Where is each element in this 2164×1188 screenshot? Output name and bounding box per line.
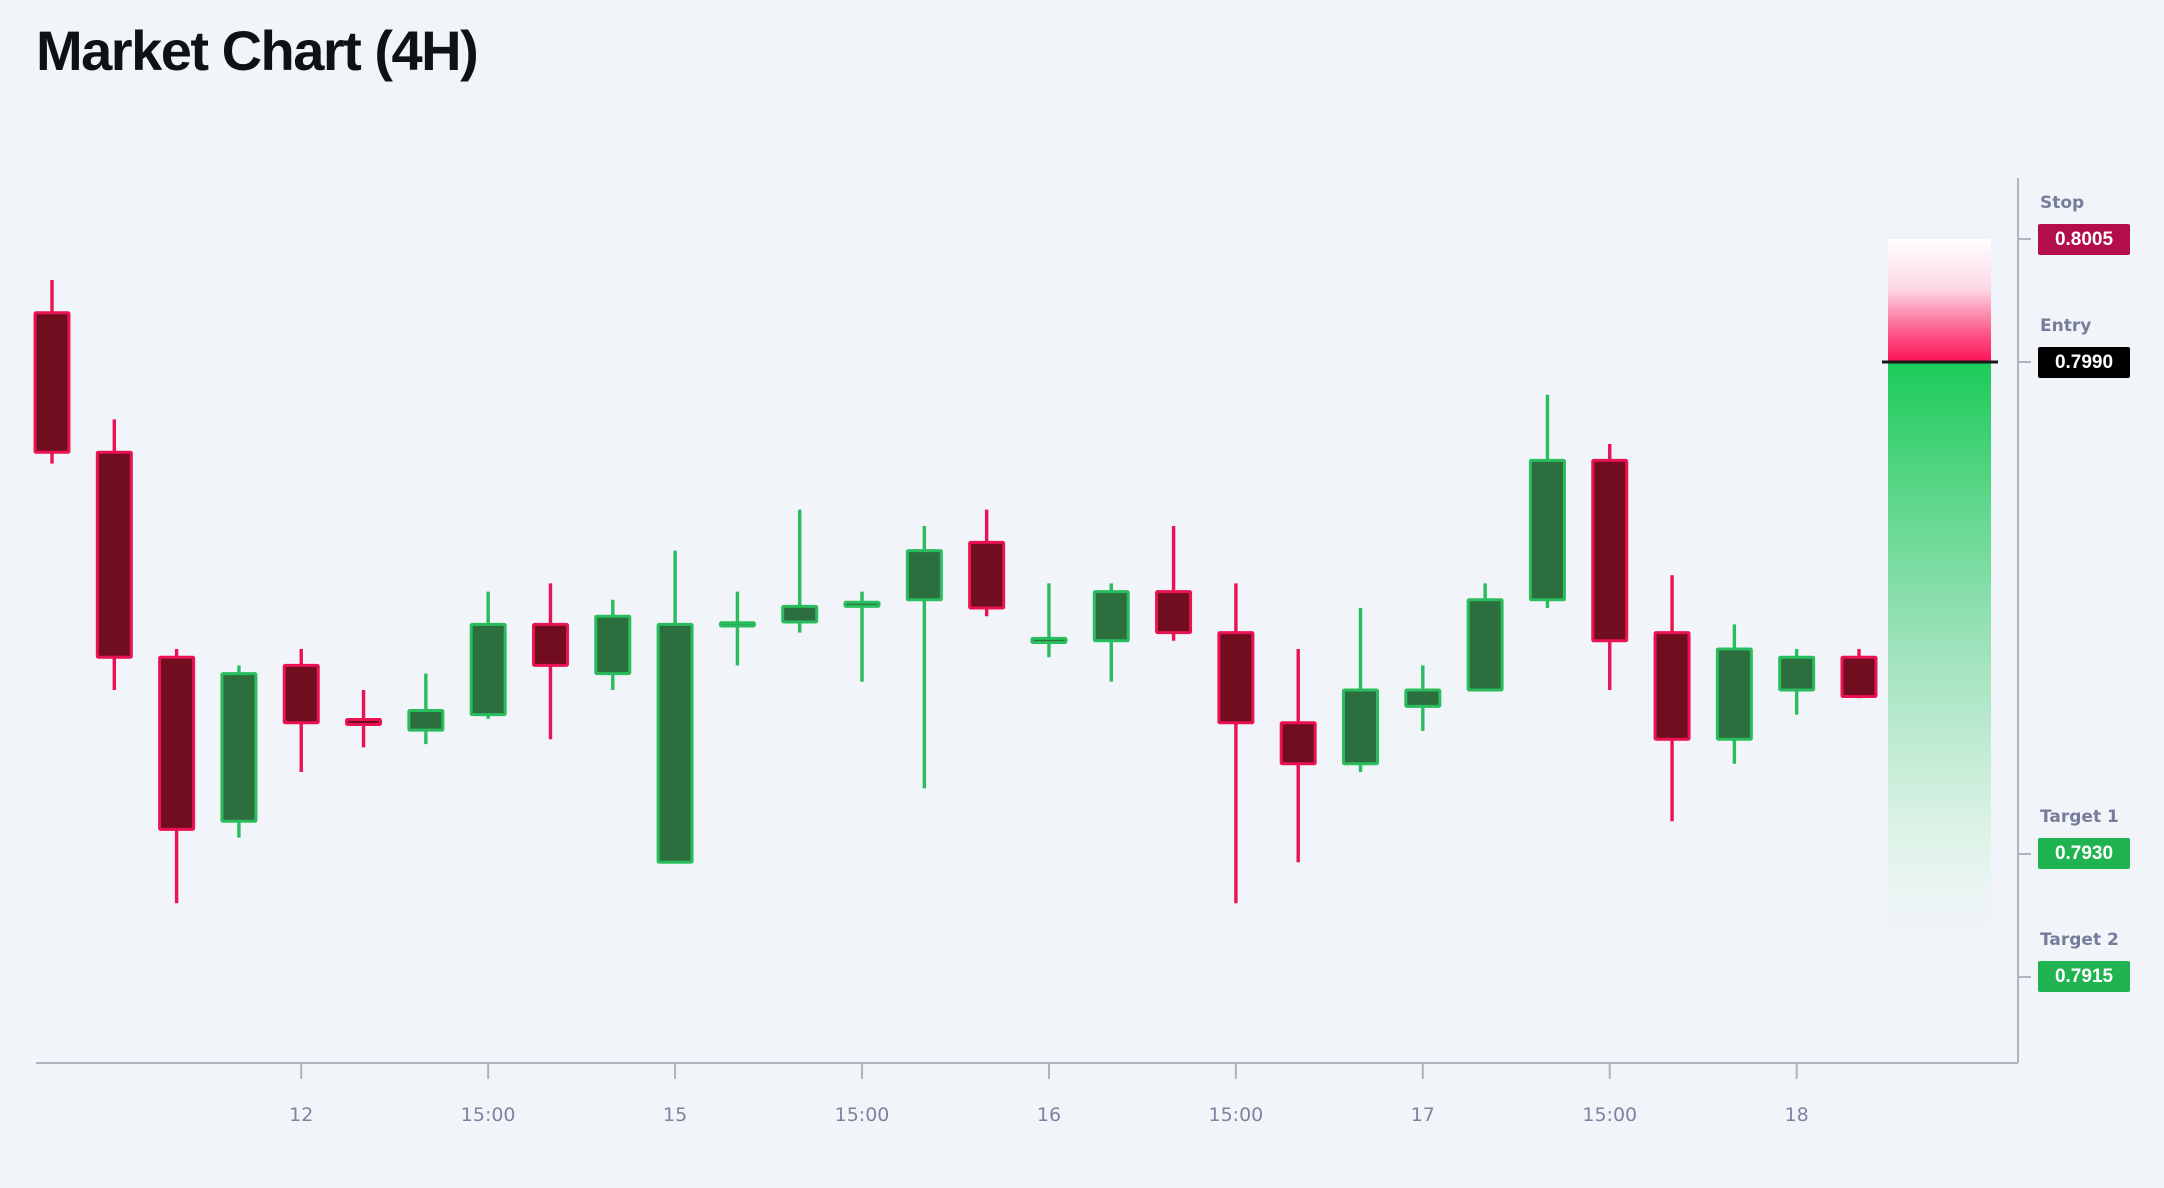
candle (1155, 526, 1193, 641)
candle (1840, 649, 1878, 699)
candle (282, 649, 320, 772)
candle (1778, 649, 1816, 715)
stop-label: Stop (2040, 193, 2085, 213)
entry-price-badge: 0.7990 (2038, 347, 2130, 378)
candle-body (718, 621, 756, 628)
candle-body (1778, 655, 1816, 692)
candle-body (1404, 688, 1442, 708)
candle-body (158, 655, 196, 831)
candle (1342, 608, 1380, 772)
candle-body (1715, 647, 1753, 741)
x-tick-label: 15:00 (1582, 1104, 1638, 1126)
candle-body (905, 549, 943, 602)
candle-body (282, 663, 320, 725)
candle-body (345, 718, 383, 726)
target-2-price-badge: 0.7915 (2038, 961, 2130, 992)
entry-line (1882, 360, 1998, 364)
candle-body (1591, 458, 1629, 643)
candle (33, 280, 71, 464)
candle (1217, 583, 1255, 904)
target-2-label: Target 2 (2040, 930, 2119, 950)
candle-body (1217, 631, 1255, 725)
candle (656, 550, 694, 864)
candle-body (407, 709, 445, 732)
candle-body (220, 672, 258, 823)
candle-body (1466, 598, 1504, 692)
candle (594, 599, 632, 690)
candle (1030, 583, 1068, 658)
x-tick-label: 17 (1410, 1104, 1435, 1126)
candle (407, 673, 445, 745)
candle (968, 509, 1006, 617)
candle (95, 419, 133, 690)
x-tick-label: 15:00 (834, 1104, 890, 1126)
candle-body (594, 614, 632, 676)
candle (1715, 624, 1753, 764)
candle-body (1092, 590, 1130, 643)
candles-group (33, 280, 1878, 904)
candle-body (1279, 721, 1317, 766)
candle (718, 591, 756, 666)
candle (345, 690, 383, 748)
candle (1092, 583, 1130, 682)
reward-zone (1888, 362, 1991, 971)
candle-body (1030, 636, 1068, 644)
candle (469, 591, 507, 719)
x-tick-label: 15:00 (1208, 1104, 1264, 1126)
candle (1591, 444, 1629, 690)
x-tick-label: 16 (1036, 1104, 1062, 1126)
target-1-price-badge: 0.7930 (2038, 838, 2130, 869)
candle (1279, 649, 1317, 863)
x-tick-label: 15 (663, 1104, 688, 1126)
candle (1466, 583, 1504, 692)
target-1-label: Target 1 (2040, 807, 2119, 827)
candle-body (531, 622, 569, 667)
candle-body (1342, 688, 1380, 766)
candle-body (781, 604, 819, 624)
candle-body (968, 540, 1006, 610)
candle (220, 665, 258, 838)
candle-body (1528, 458, 1566, 602)
candle (905, 526, 943, 789)
axes-group (36, 178, 2031, 1079)
x-tick-label: 15:00 (460, 1104, 516, 1126)
candle (781, 509, 819, 633)
candle-body (656, 622, 694, 864)
page-title: Market Chart (4H) (36, 19, 479, 82)
x-tick-label: 12 (289, 1104, 314, 1126)
candle (843, 591, 881, 682)
entry-label: Entry (2040, 316, 2092, 336)
candle (158, 649, 196, 904)
risk-zone (1888, 239, 1991, 362)
candle-body (1840, 655, 1878, 699)
candle (1528, 394, 1566, 608)
candle (1404, 665, 1442, 731)
candle (1653, 575, 1691, 822)
candle-body (1653, 631, 1691, 741)
candle-body (33, 311, 71, 454)
candle (531, 583, 569, 740)
x-tick-label: 18 (1784, 1104, 1809, 1126)
candle-body (95, 450, 133, 659)
candle-body (469, 622, 507, 717)
candle-body (1155, 590, 1193, 635)
candle-body (843, 600, 881, 608)
stop-price-badge: 0.8005 (2038, 224, 2130, 255)
